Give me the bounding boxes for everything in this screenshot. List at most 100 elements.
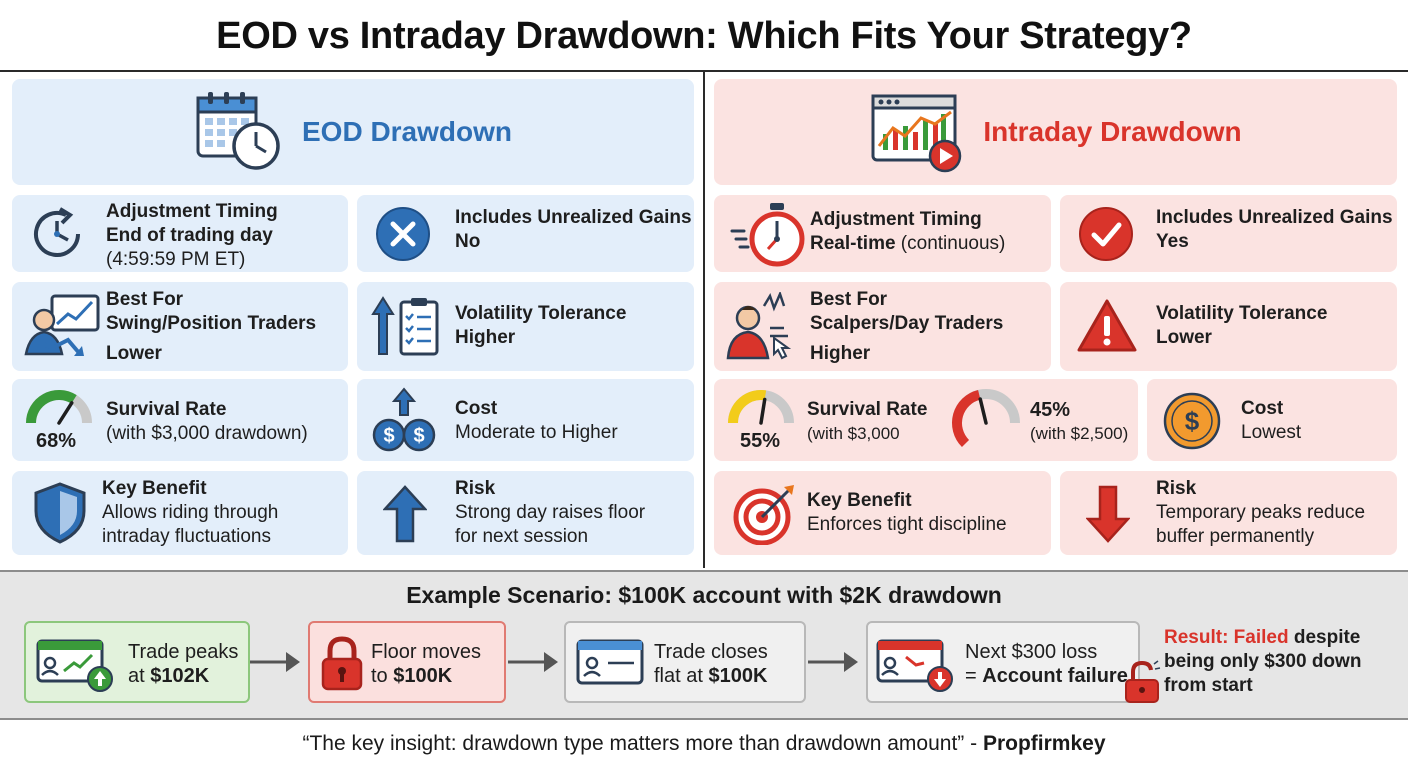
intraday-timing-card: Adjustment Timing Real-time (continuous) bbox=[714, 195, 1051, 272]
gauge-fill bbox=[26, 390, 77, 424]
step-4-line2-pre: = bbox=[965, 665, 983, 687]
scenario-step-4: Next $300 loss = Account failure bbox=[866, 621, 1140, 703]
eod-bestfor-value: Swing/Position Traders bbox=[106, 313, 317, 334]
intraday-cost-card: $ Cost Lowest bbox=[1147, 379, 1397, 461]
eod-bestfor-detail: Lower bbox=[106, 343, 162, 364]
calendar-clock-icon bbox=[196, 92, 280, 170]
survival-gauge-45-icon bbox=[952, 389, 1020, 448]
step-4-line2-bold: Account failure bbox=[982, 665, 1128, 687]
intraday-cost-value: Lowest bbox=[1241, 422, 1302, 443]
result-line2: being only $300 down bbox=[1164, 651, 1362, 672]
intraday-risk-label: Risk bbox=[1156, 478, 1197, 499]
intraday-risk-line1: Temporary peaks reduce bbox=[1156, 502, 1366, 523]
step-3-line2-bold: $100K bbox=[708, 665, 768, 687]
eod-bestfor-label: Best For bbox=[106, 289, 184, 310]
eod-cost-card: $ $ Cost Moderate to Higher bbox=[357, 379, 694, 461]
account-card-icon bbox=[576, 639, 644, 685]
intraday-bestfor-card: Best For Scalpers/Day Traders Higher bbox=[714, 282, 1051, 371]
result-failed: Result: Failed bbox=[1164, 627, 1289, 648]
intraday-survival-percent-2: 45% bbox=[1030, 399, 1071, 421]
quote-author: Propfirmkey bbox=[982, 732, 1106, 755]
quote: “The key insight: drawdown type matters … bbox=[0, 732, 1408, 756]
clock-refresh-icon bbox=[34, 207, 80, 257]
svg-text:$: $ bbox=[383, 425, 394, 447]
eod-survival-percent: 68% bbox=[36, 430, 77, 452]
warning-icon bbox=[1077, 299, 1137, 352]
card-down-icon bbox=[876, 639, 953, 692]
gauge-needle bbox=[978, 397, 988, 425]
intraday-header-title: Intraday Drawdown bbox=[983, 116, 1242, 147]
eod-survival-card: 68% Survival Rate (with $3,000 drawdown) bbox=[12, 379, 348, 461]
scenario-result: Result: Failed despite being only $300 d… bbox=[1164, 626, 1361, 698]
intraday-survival-detail-2: (with $2,500) bbox=[1030, 424, 1129, 443]
page-title: EOD vs Intraday Drawdown: Which Fits You… bbox=[216, 14, 1192, 57]
eod-benefit-line1: Allows riding through bbox=[102, 502, 279, 523]
eod-timing-detail: (4:59:59 PM ET) bbox=[106, 249, 246, 270]
dollar-coin-icon: $ bbox=[1163, 392, 1221, 450]
svg-text:$: $ bbox=[413, 425, 424, 447]
quote-text: “The key insight: drawdown type matters … bbox=[302, 732, 983, 755]
x-circle-icon bbox=[376, 207, 430, 261]
eod-survival-label: Survival Rate bbox=[106, 399, 227, 420]
eod-risk-card: Risk Strong day raises floor for next se… bbox=[357, 471, 694, 555]
eod-timing-label: Adjustment Timing bbox=[106, 201, 278, 222]
survival-gauge-55-icon bbox=[728, 390, 794, 425]
intraday-timing-label: Adjustment Timing bbox=[810, 209, 982, 230]
arrow-down-icon bbox=[1086, 485, 1130, 543]
step-2-line2-bold: $100K bbox=[393, 665, 453, 687]
eod-cost-label: Cost bbox=[455, 398, 498, 419]
coins-arrow-up-icon: $ $ bbox=[372, 387, 436, 452]
step-3-line2-pre: flat at bbox=[654, 665, 709, 687]
intraday-volatility-card: Volatility Tolerance Lower bbox=[1060, 282, 1397, 371]
eod-risk-line2: for next session bbox=[455, 526, 589, 547]
intraday-risk-line2: buffer permanently bbox=[1156, 526, 1315, 547]
eod-cost-value: Moderate to Higher bbox=[455, 422, 618, 443]
intraday-bestfor-detail: Higher bbox=[810, 343, 871, 364]
result-rest: despite bbox=[1288, 627, 1361, 648]
arrow-right-icon bbox=[250, 652, 300, 672]
intraday-unrealized-value: Yes bbox=[1156, 231, 1189, 252]
intraday-survival-detail-1: (with $3,000 bbox=[807, 424, 900, 443]
shield-icon bbox=[34, 482, 86, 544]
live-chart-screen-icon bbox=[871, 94, 962, 173]
arrow-up-checklist-icon bbox=[371, 296, 439, 356]
eod-unrealized-card: Includes Unrealized Gains No bbox=[357, 195, 694, 272]
stopwatch-icon bbox=[730, 203, 805, 267]
intraday-benefit-value: Enforces tight discipline bbox=[807, 514, 1007, 535]
eod-bestfor-card: Best For Swing/Position Traders Lower bbox=[12, 282, 348, 371]
step-1-line2-bold: $102K bbox=[150, 665, 210, 687]
trader-chart-down-icon bbox=[24, 294, 100, 356]
intraday-unrealized-label: Includes Unrealized Gains bbox=[1156, 207, 1393, 228]
arrow-right-icon bbox=[508, 652, 558, 672]
scenario-step-2: Floor moves to $100K bbox=[308, 621, 506, 703]
intraday-timing-value-bold: Real-time bbox=[810, 233, 896, 254]
check-circle-icon bbox=[1079, 207, 1133, 261]
column-divider bbox=[703, 72, 705, 568]
intraday-benefit-card: Key Benefit Enforces tight discipline bbox=[714, 471, 1051, 555]
intraday-header-card: Intraday Drawdown bbox=[714, 79, 1397, 185]
intraday-timing-value-rest: (continuous) bbox=[895, 233, 1006, 254]
trader-clicking-icon bbox=[726, 292, 792, 360]
result-line3: from start bbox=[1164, 675, 1253, 696]
target-icon bbox=[733, 485, 794, 545]
intraday-benefit-label: Key Benefit bbox=[807, 490, 912, 511]
step-1-line2-pre: at bbox=[128, 665, 151, 687]
scenario-title: Example Scenario: $100K account with $2K… bbox=[406, 582, 1002, 608]
title-divider bbox=[0, 70, 1408, 72]
arrow-up-icon bbox=[383, 485, 427, 543]
eod-header-card: EOD Drawdown bbox=[12, 79, 694, 185]
lock-icon bbox=[321, 636, 363, 691]
intraday-survival-label: Survival Rate bbox=[807, 399, 928, 420]
svg-text:$: $ bbox=[1185, 406, 1200, 436]
step-2-line1: Floor moves bbox=[371, 641, 482, 663]
eod-benefit-line2: intraday fluctuations bbox=[102, 526, 271, 547]
intraday-bestfor-label: Best For bbox=[810, 289, 888, 310]
intraday-survival-card: 55% Survival Rate (with $3,000 45% (with… bbox=[714, 379, 1138, 461]
step-3-line1: Trade closes bbox=[654, 641, 768, 663]
intraday-survival-percent-1: 55% bbox=[740, 430, 781, 452]
gauge-fill bbox=[728, 390, 767, 424]
eod-unrealized-label: Includes Unrealized Gains bbox=[455, 207, 692, 228]
eod-timing-value: End of trading day bbox=[106, 225, 273, 246]
scenario-step-3: Trade closes flat at $100K bbox=[564, 621, 806, 703]
intraday-volatility-value: Lower bbox=[1156, 327, 1212, 348]
